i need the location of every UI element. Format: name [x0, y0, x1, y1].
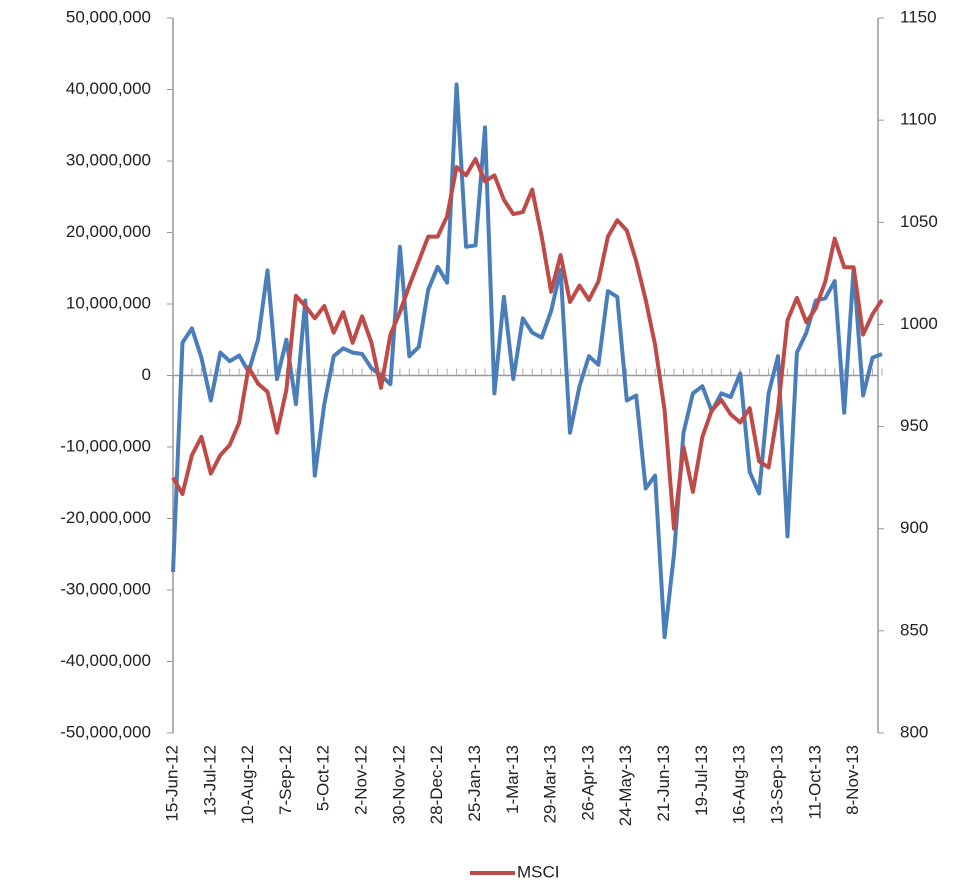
y2-tick-label: 1100 [900, 110, 937, 129]
x-tick-label: 5-Oct-12 [314, 745, 333, 811]
y2-tick-label: 800 [900, 722, 928, 741]
legend-label: MSCI [517, 862, 560, 881]
x-tick-label: 29-Mar-13 [541, 745, 560, 823]
x-tick-label: 2-Nov-12 [352, 745, 371, 815]
y-tick-label: -40,000,000 [60, 651, 151, 670]
x-tick-label: 16-Aug-13 [730, 745, 749, 824]
x-tick-label: 10-Aug-12 [238, 745, 257, 824]
y-tick-label: -50,000,000 [60, 722, 151, 741]
x-tick-label: 21-Jun-13 [654, 745, 673, 822]
x-tick-label: 19-Jul-13 [692, 745, 711, 816]
x-tick-label: 13-Jul-12 [200, 745, 219, 816]
x-tick-label: 8-Nov-13 [843, 745, 862, 815]
y2-tick-label: 850 [900, 620, 928, 639]
y-tick-label: -10,000,000 [60, 436, 151, 455]
x-tick-label: 30-Nov-12 [389, 745, 408, 824]
x-tick-label: 11-Oct-13 [805, 745, 824, 819]
y-tick-label: 0 [142, 365, 151, 384]
y2-tick-label: 1050 [900, 212, 938, 231]
y-tick-label: 50,000,000 [66, 7, 151, 26]
x-tick-label: 7-Sep-12 [276, 745, 295, 815]
x-tick-label: 13-Sep-13 [767, 745, 786, 824]
y2-tick-label: 900 [900, 518, 928, 537]
y-tick-label: 20,000,000 [66, 222, 151, 241]
x-tick-label: 28-Dec-12 [427, 745, 446, 824]
series-line [171, 157, 884, 531]
y-tick-label: -30,000,000 [60, 579, 151, 598]
x-tick-label: 15-Jun-12 [162, 745, 181, 822]
x-tick-label: 1-Mar-13 [503, 745, 522, 814]
y2-tick-label: 950 [900, 416, 928, 435]
x-tick-label: 26-Apr-13 [578, 745, 597, 821]
x-tick-label: 25-Jan-13 [465, 745, 484, 822]
y-tick-label: 30,000,000 [66, 150, 151, 169]
y2-tick-label: 1000 [900, 314, 938, 333]
y-tick-label: -20,000,000 [60, 508, 151, 527]
series-line [171, 82, 883, 640]
x-tick-label: 24-May-13 [616, 745, 635, 826]
y-tick-label: 40,000,000 [66, 79, 151, 98]
y2-tick-label: 1150 [900, 7, 937, 26]
y-tick-label: 10,000,000 [66, 293, 151, 312]
